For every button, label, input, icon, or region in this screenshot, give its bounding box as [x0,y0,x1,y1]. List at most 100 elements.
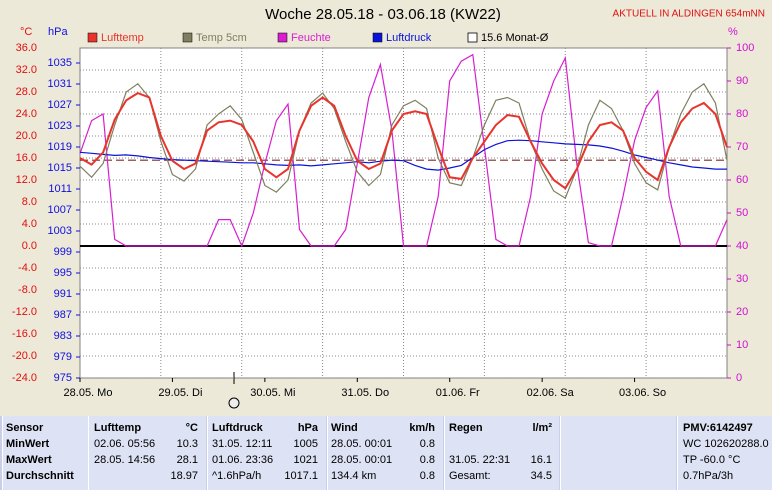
y2-tick-label: 975 [54,372,72,384]
x-tick-label: 30.05. Mi [250,387,295,399]
y2-tick-label: 1035 [48,57,72,69]
legend-label: Luftdruck [386,32,432,44]
table-cell: 0.7hPa/3h [683,470,734,482]
y-tick-label: 4.0 [22,218,37,230]
y3-tick-label: 60 [736,174,748,186]
y-tick-label: 0.0 [22,240,37,252]
y-axis-label: °C [20,26,32,38]
legend-label: Lufttemp [101,32,144,44]
legend-label: Feuchte [291,32,331,44]
table-cell: ^1.6hPa/h [212,470,262,482]
table-column [327,416,443,490]
table-cell: 31.05. 22:31 [449,454,511,466]
table-cell: °C [185,422,198,434]
y2-tick-label: 1031 [48,78,72,90]
table-cell: hPa [297,422,318,434]
table-cell: Gesamt: [449,470,491,482]
annotation: AKTUELL IN ALDINGEN 654mNN [613,9,765,20]
table-column [560,416,676,490]
y2-tick-label: 987 [54,309,72,321]
y3-tick-label: 70 [736,141,748,153]
y-tick-label: 12.0 [16,174,37,186]
table-cell: 28.05. 00:01 [331,438,393,450]
y2-axis-label: hPa [48,26,68,38]
y2-tick-label: 1007 [48,204,72,216]
stats-table: Sensor Lufttemp °C Luftdruck hPa Wind km/h Rege… [0,416,772,490]
table-cell: l/m² [532,422,552,434]
legend-swatch [372,32,383,43]
y-tick-label: 8.0 [22,196,37,208]
table-column [2,416,89,490]
y2-tick-label: 1019 [48,141,72,153]
table-cell: Durchschnitt [6,470,74,482]
table-column [88,416,206,490]
y2-tick-label: 1003 [48,225,72,237]
table-cell: 10.3 [176,438,198,450]
x-tick-label: 29.05. Di [158,387,202,399]
y3-tick-label: 80 [736,108,748,120]
table-cell: 02.06. 05:56 [94,438,156,450]
x-tick-label: 28.05. Mo [64,387,113,399]
legend-swatch [277,32,288,43]
table-cell: 31.05. 12:11 [212,438,273,450]
y2-tick-label: 999 [54,246,72,258]
y2-tick-label: 979 [54,351,72,363]
table-cell: 28.05. 14:56 [94,454,156,466]
y-tick-label: -16.0 [12,328,37,340]
y-tick-label: 28.0 [16,86,37,98]
y-tick-label: 32.0 [16,64,37,76]
table-column [677,416,772,490]
y-tick-label: 24.0 [16,108,37,120]
table-cell: 1017.1 [284,470,318,482]
table-cell: 34.5 [530,470,552,482]
y2-tick-label: 1023 [48,120,72,132]
y-tick-label: -12.0 [12,306,37,318]
y-tick-label: -24.0 [12,372,37,384]
table-cell: Sensor [6,422,44,434]
y2-tick-label: 1027 [48,99,72,111]
table-cell: MaxWert [6,454,52,466]
y3-tick-label: 10 [736,339,748,351]
legend-label: Temp 5cm [196,32,247,44]
legend-swatch [467,32,478,43]
table-cell: Luftdruck [212,422,263,434]
table-cell: 0.8 [419,454,435,466]
table-cell: 0.8 [419,470,435,482]
table-cell: 28.1 [176,454,198,466]
y3-tick-label: 20 [736,306,748,318]
y-tick-label: 36.0 [16,42,37,54]
x-tick-label: 01.06. Fr [436,387,480,399]
table-cell: 16.1 [530,454,552,466]
y3-tick-label: 0 [736,372,742,384]
table-cell: Lufttemp [94,422,142,434]
table-cell: PMV:6142497 [683,422,753,434]
y-tick-label: 20.0 [16,130,37,142]
chart-title: Woche 28.05.18 - 03.06.18 (KW22) [265,6,501,23]
table-cell: WC 102620288.0 [683,438,769,450]
y3-tick-label: 30 [736,273,748,285]
y2-tick-label: 991 [54,288,72,300]
y-tick-label: 16.0 [16,152,37,164]
table-cell: 01.06. 23:36 [212,454,274,466]
table-cell: 18.97 [170,470,198,482]
legend-swatch [182,32,193,43]
y3-tick-label: 90 [736,75,748,87]
table-column [207,416,326,490]
series-line [79,139,727,171]
cursor-handle[interactable] [228,397,240,409]
series-line [79,53,728,248]
table-cell: Regen [449,422,483,434]
table-column [444,416,559,490]
y3-tick-label: 100 [736,42,754,54]
y2-tick-label: 1015 [48,162,72,174]
x-tick-label: 03.06. So [619,387,666,399]
y-tick-label: -8.0 [18,284,37,296]
x-tick-label: 31.05. Do [341,387,389,399]
y-tick-label: -4.0 [18,262,37,274]
y-tick-label: -20.0 [12,350,37,362]
y2-tick-label: 995 [54,267,72,279]
y3-axis-label: % [728,26,738,38]
table-cell: 1005 [293,438,318,450]
series-line [79,82,728,199]
